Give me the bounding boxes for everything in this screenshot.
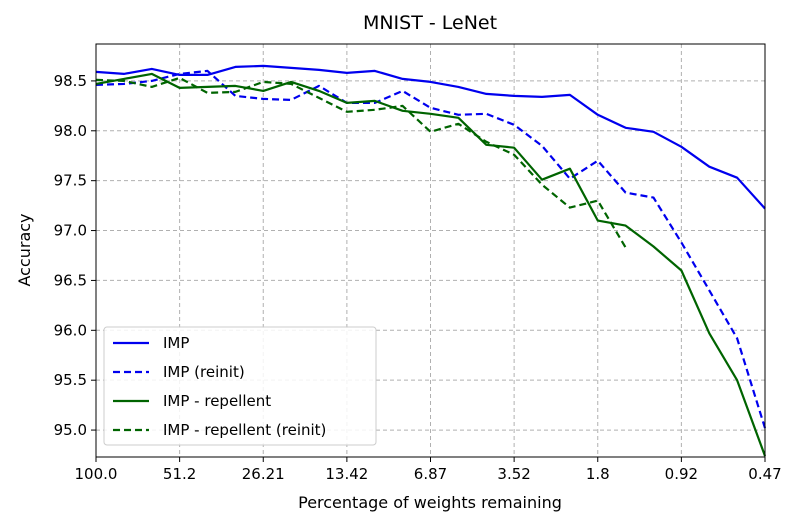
x-tick-label: 0.92	[665, 465, 698, 483]
series-line-3	[95, 76, 627, 249]
legend-box	[103, 326, 377, 446]
x-tick-label: 100.0	[75, 465, 118, 483]
series-lines	[95, 64, 767, 457]
y-tick-label: 98.0	[54, 122, 87, 140]
y-tick-label: 95.0	[54, 421, 87, 439]
y-tick-label: 95.5	[54, 371, 87, 389]
x-axis-ticks: 100.0 51.2 26.21 13.42 6.87 3.52 1.8 0.92 0.47	[75, 457, 782, 483]
legend-label-1: IMP (reinit)	[163, 363, 245, 381]
series-line-1	[95, 69, 767, 429]
x-axis-label: Percentage of weights remaining	[298, 493, 562, 512]
y-axis-label: Accuracy	[15, 213, 34, 286]
x-tick-label: 26.21	[242, 465, 285, 483]
chart-title: MNIST - LeNet	[363, 12, 497, 34]
x-tick-label: 0.47	[748, 465, 781, 483]
legend: IMP IMP (reinit) IMP - repellent IMP - repe…	[103, 326, 377, 446]
series-line-0	[95, 64, 766, 210]
y-axis-ticks: 95.0 95.5 96.0 96.5 97.0 97.5 98.0 98.5	[54, 72, 96, 439]
x-tick-label: 51.2	[163, 465, 196, 483]
y-tick-label: 97.5	[54, 172, 87, 190]
y-tick-label: 96.0	[54, 321, 87, 339]
series-line-2	[95, 72, 767, 457]
x-tick-label: 3.52	[497, 465, 530, 483]
x-tick-label: 6.87	[414, 465, 447, 483]
y-tick-label: 98.5	[54, 72, 87, 90]
legend-label-3: IMP - repellent (reinit)	[163, 421, 326, 439]
y-tick-label: 96.5	[54, 271, 87, 289]
legend-label-0: IMP	[163, 334, 189, 352]
legend-label-2: IMP - repellent	[163, 392, 271, 410]
y-tick-label: 97.0	[54, 222, 87, 240]
x-tick-label: 13.42	[325, 465, 368, 483]
x-tick-label: 1.8	[586, 465, 610, 483]
